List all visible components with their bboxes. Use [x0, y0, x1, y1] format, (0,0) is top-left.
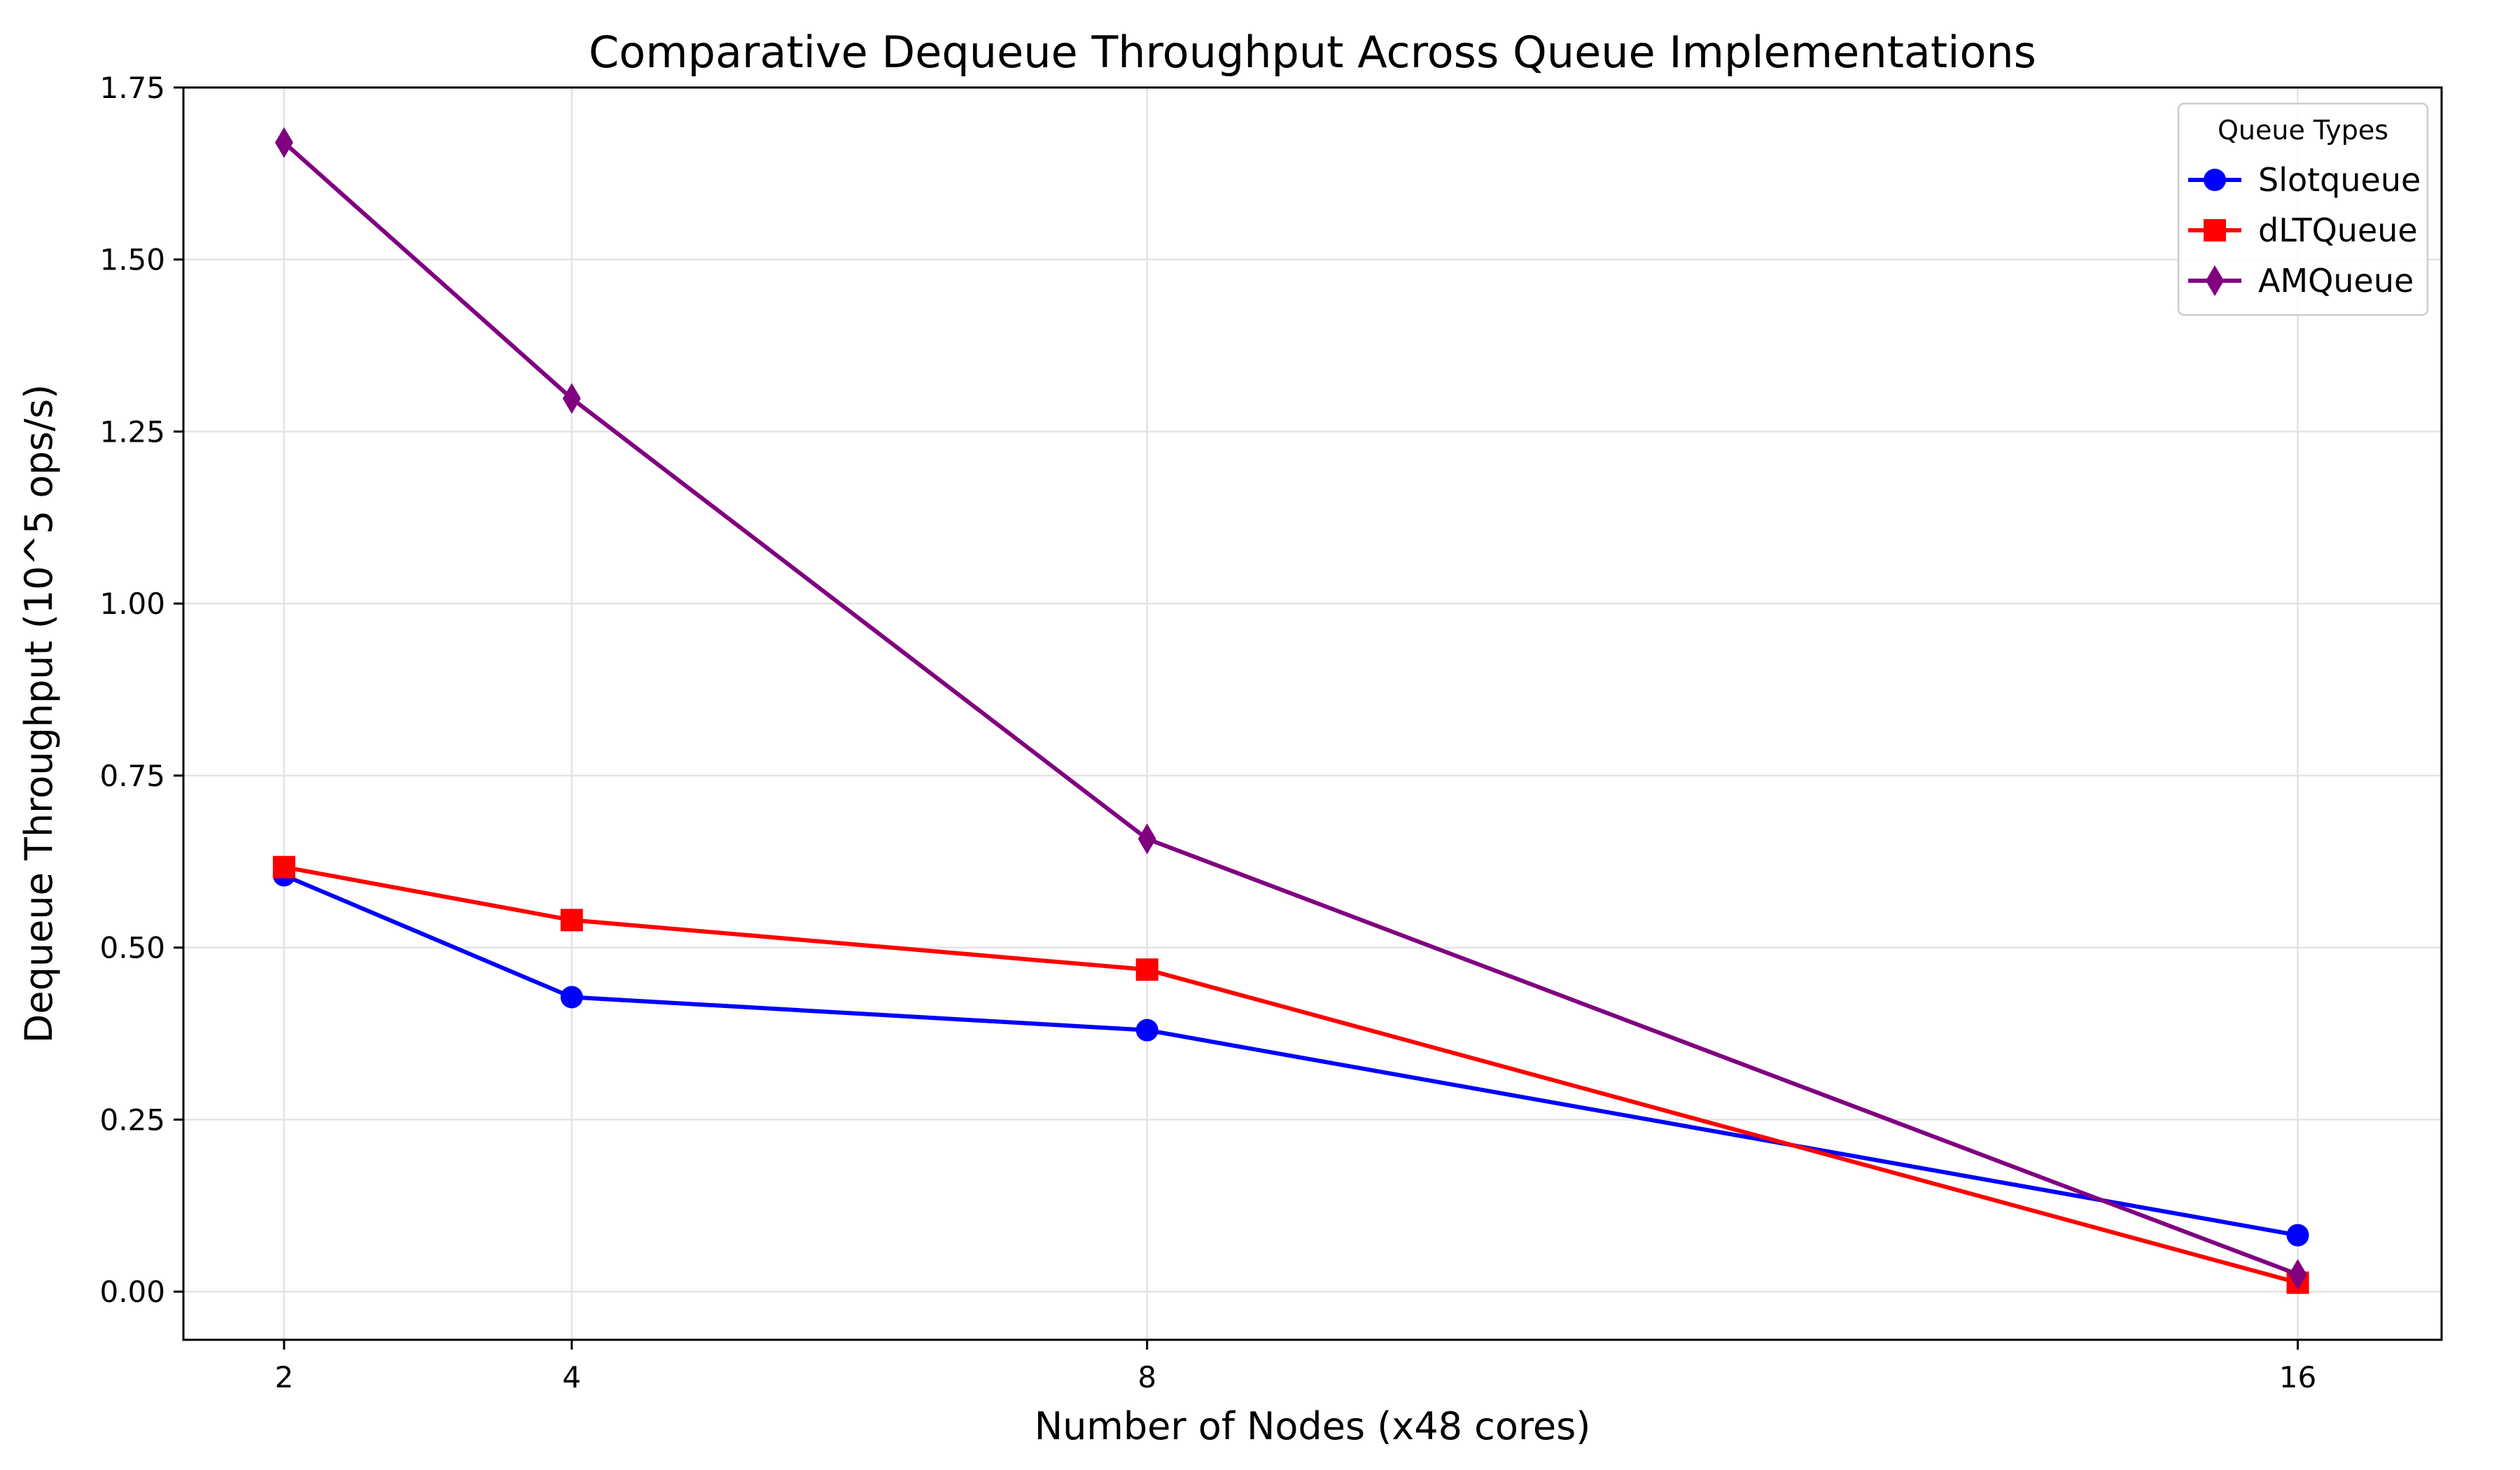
- y-tick-label: 1.00: [99, 587, 165, 621]
- x-axis-label: Number of Nodes (x48 cores): [1035, 1404, 1591, 1448]
- data-point: [2288, 1259, 2307, 1290]
- legend-label: Slotqueue: [2258, 161, 2421, 199]
- data-point: [1138, 823, 1156, 855]
- legend-label: dLTQueue: [2258, 211, 2418, 249]
- plot-frame: [182, 86, 2443, 1341]
- legend-item-slotqueue: Slotqueue: [2188, 161, 2421, 199]
- y-tick-label: 1.25: [99, 414, 165, 449]
- y-tick-label: 0.25: [99, 1102, 165, 1137]
- data-point: [562, 383, 581, 414]
- data-point: [2204, 219, 2226, 241]
- y-tick-label: 1.75: [99, 71, 165, 105]
- y-tick-label: 0.50: [99, 931, 165, 965]
- x-tick-label: 2: [274, 1360, 293, 1394]
- series-dltqueue: [272, 855, 2309, 1294]
- x-tick-label: 16: [2279, 1360, 2316, 1394]
- series-line: [282, 141, 2299, 1277]
- legend: Queue Types Slotqueue dLTQueue AMQueue: [2177, 102, 2429, 316]
- data-point: [560, 986, 583, 1009]
- data-point: [2204, 169, 2226, 191]
- x-tick-label: 8: [1138, 1360, 1156, 1394]
- data-point: [1135, 1018, 1158, 1042]
- legend-item-dltqueue: dLTQueue: [2188, 211, 2418, 249]
- series-amqueue: [274, 127, 2307, 1290]
- y-tick-label: 0.00: [99, 1275, 165, 1309]
- legend-box: [2177, 102, 2429, 316]
- data-point: [560, 909, 583, 932]
- series-line: [283, 873, 2299, 1238]
- y-axis-label: Dequeue Throughput (10^5 ops/s): [17, 384, 61, 1043]
- series-layer: [272, 127, 2309, 1294]
- data-point: [1135, 958, 1158, 981]
- legend-item-amqueue: AMQueue: [2188, 262, 2414, 300]
- series-line: [284, 864, 2299, 1285]
- data-point: [2206, 265, 2224, 296]
- data-point: [2286, 1224, 2309, 1247]
- axis-ticks: 2 4 8 16 0.00 0.25 0.50 0.75 1.00 1.25 1.50 1.75: [99, 71, 2316, 1394]
- y-tick-label: 1.50: [99, 243, 165, 277]
- legend-label: AMQueue: [2258, 262, 2414, 300]
- x-tick-label: 4: [562, 1360, 581, 1394]
- y-tick-label: 0.75: [99, 759, 165, 793]
- data-point: [272, 855, 295, 878]
- data-point: [274, 127, 293, 158]
- legend-title: Queue Types: [2218, 115, 2388, 146]
- chart-title: Comparative Dequeue Throughput Across Qu…: [589, 27, 2036, 78]
